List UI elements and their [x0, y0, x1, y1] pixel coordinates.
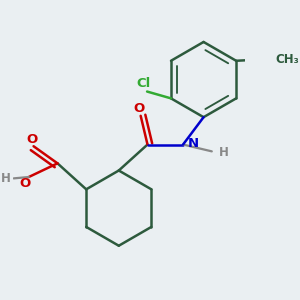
Text: H: H	[1, 172, 10, 185]
Text: N: N	[188, 137, 199, 150]
Text: CH₃: CH₃	[276, 53, 300, 66]
Text: O: O	[19, 177, 30, 190]
Text: O: O	[27, 133, 38, 146]
Text: H: H	[219, 146, 229, 159]
Text: O: O	[134, 103, 145, 116]
Text: Cl: Cl	[136, 77, 151, 90]
